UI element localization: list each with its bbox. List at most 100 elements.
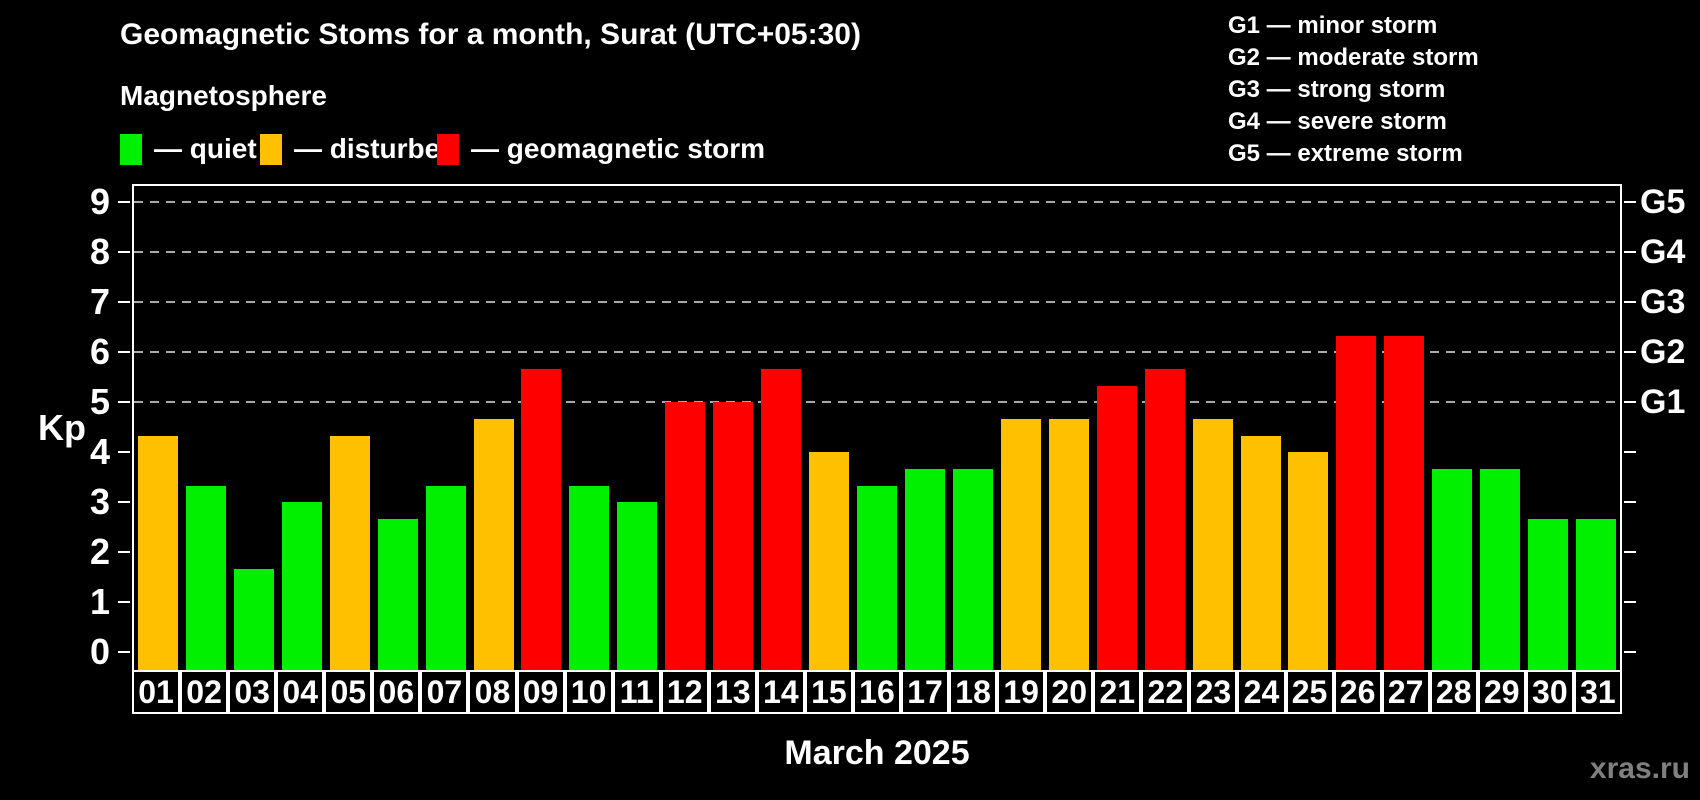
- legend-item-quiet: — quiet: [120, 132, 257, 166]
- left-axis-tick-1: [118, 601, 130, 603]
- storm-scale-g4: G4 — severe storm: [1228, 108, 1447, 135]
- day-box-14: 14: [756, 670, 805, 714]
- chart-subtitle: Magnetosphere: [120, 80, 327, 111]
- storm-scale-g2: G2 — moderate storm: [1228, 44, 1479, 71]
- bar-slot-day-27: [1380, 186, 1428, 670]
- gridline-kp-7: [134, 301, 1620, 303]
- day-box-15: 15: [804, 670, 853, 714]
- right-axis-label-g4: G4: [1640, 233, 1686, 271]
- kp-bar-day-07: [425, 485, 466, 670]
- kp-bar-day-29: [1480, 468, 1521, 670]
- bar-slot-day-11: [613, 186, 661, 670]
- bar-slot-day-10: [565, 186, 613, 670]
- kp-bar-day-14: [761, 368, 802, 670]
- bars: [134, 186, 1620, 670]
- day-box-05: 05: [324, 670, 373, 714]
- storm-color-swatch: [437, 133, 459, 165]
- watermark-text: xras.ru: [1589, 752, 1690, 785]
- bar-slot-day-31: [1572, 186, 1620, 670]
- kp-bar-day-19: [1000, 418, 1041, 670]
- day-box-16: 16: [852, 670, 901, 714]
- day-box-18: 18: [949, 670, 998, 714]
- day-box-24: 24: [1237, 670, 1286, 714]
- kp-bar-day-18: [952, 468, 993, 670]
- day-box-27: 27: [1381, 670, 1430, 714]
- right-axis-tick-1: [1624, 601, 1636, 603]
- y-axis-labels: 0 1 2 3 4 5 6 7 8 9: [0, 182, 118, 672]
- kp-bar-day-23: [1192, 418, 1233, 670]
- bar-slot-day-08: [470, 186, 518, 670]
- disturbed-color-swatch: [260, 133, 282, 165]
- right-axis-label-g3: G3: [1640, 283, 1686, 321]
- y-axis-label-6: 6: [89, 331, 110, 372]
- bar-slot-day-13: [709, 186, 757, 670]
- day-box-30: 30: [1525, 670, 1574, 714]
- day-box-25: 25: [1285, 670, 1334, 714]
- right-axis-tick-2: [1624, 551, 1636, 553]
- kp-bar-day-28: [1432, 468, 1473, 670]
- right-axis-tick-3: [1624, 501, 1636, 503]
- kp-bar-day-27: [1384, 335, 1425, 670]
- right-axis-tick-6: [1624, 351, 1636, 353]
- day-box-02: 02: [180, 670, 229, 714]
- left-axis-tick-8: [118, 251, 130, 253]
- kp-bar-day-06: [377, 518, 418, 670]
- kp-bar-day-26: [1336, 335, 1377, 670]
- bar-slot-day-03: [230, 186, 278, 670]
- bar-slot-day-22: [1141, 186, 1189, 670]
- bar-slot-day-04: [278, 186, 326, 670]
- bar-slot-day-20: [1045, 186, 1093, 670]
- x-axis-day-boxes: 01 02 03 04 05 06 07 08 09 10 11 12 13 14 15 16 17 18 19 20…: [132, 670, 1622, 714]
- legend-item-storm: — geomagnetic storm: [437, 132, 765, 166]
- day-box-07: 07: [420, 670, 469, 714]
- kp-bar-day-10: [569, 485, 610, 670]
- right-axis-tick-4: [1624, 451, 1636, 453]
- bar-slot-day-19: [997, 186, 1045, 670]
- bar-slot-day-17: [901, 186, 949, 670]
- gridline-kp-6: [134, 351, 1620, 353]
- y-axis-label-5: 5: [89, 381, 110, 422]
- day-box-08: 08: [468, 670, 517, 714]
- bar-slot-day-30: [1524, 186, 1572, 670]
- right-axis-label-g2: G2: [1640, 333, 1686, 371]
- bar-slot-day-16: [853, 186, 901, 670]
- y-axis-label-2: 2: [89, 531, 110, 572]
- quiet-color-swatch: [120, 133, 142, 165]
- page-title: Geomagnetic Stoms for a month, Surat (UT…: [120, 18, 861, 51]
- left-axis-tick-4: [118, 451, 130, 453]
- bar-slot-day-28: [1428, 186, 1476, 670]
- right-axis-tick-9: [1624, 201, 1636, 203]
- day-box-22: 22: [1141, 670, 1190, 714]
- left-axis-tick-2: [118, 551, 130, 553]
- storm-scale-legend: G1 — minor storm G2 — moderate storm G3 …: [1228, 10, 1479, 170]
- legend-item-disturbed: — disturbed: [260, 132, 457, 166]
- bar-slot-day-18: [949, 186, 997, 670]
- gridline-kp-8: [134, 251, 1620, 253]
- bar-slot-day-23: [1189, 186, 1237, 670]
- kp-bar-day-20: [1048, 418, 1089, 670]
- gridline-kp-9: [134, 201, 1620, 203]
- storm-scale-g5: G5 — extreme storm: [1228, 140, 1463, 167]
- bar-slot-day-02: [182, 186, 230, 670]
- day-box-23: 23: [1189, 670, 1238, 714]
- bar-slot-day-06: [374, 186, 422, 670]
- x-axis-title-month: March 2025: [784, 734, 970, 772]
- day-box-13: 13: [708, 670, 757, 714]
- day-box-26: 26: [1333, 670, 1382, 714]
- kp-bar-day-22: [1144, 368, 1185, 670]
- right-axis-labels: G1 G2 G3 G4 G5: [1640, 183, 1700, 670]
- bar-slot-day-07: [422, 186, 470, 670]
- legend-label-disturbed: — disturbed: [294, 133, 458, 164]
- day-box-29: 29: [1477, 670, 1526, 714]
- y-axis-title-kp: Kp: [38, 407, 86, 448]
- day-box-10: 10: [564, 670, 613, 714]
- day-box-03: 03: [228, 670, 277, 714]
- day-box-21: 21: [1093, 670, 1142, 714]
- day-box-06: 06: [372, 670, 421, 714]
- bar-slot-day-25: [1285, 186, 1333, 670]
- day-box-11: 11: [612, 670, 661, 714]
- kp-bar-day-25: [1288, 452, 1329, 670]
- left-axis-tick-9: [118, 201, 130, 203]
- kp-bar-day-11: [617, 502, 658, 670]
- storm-scale-g3: G3 — strong storm: [1228, 76, 1446, 103]
